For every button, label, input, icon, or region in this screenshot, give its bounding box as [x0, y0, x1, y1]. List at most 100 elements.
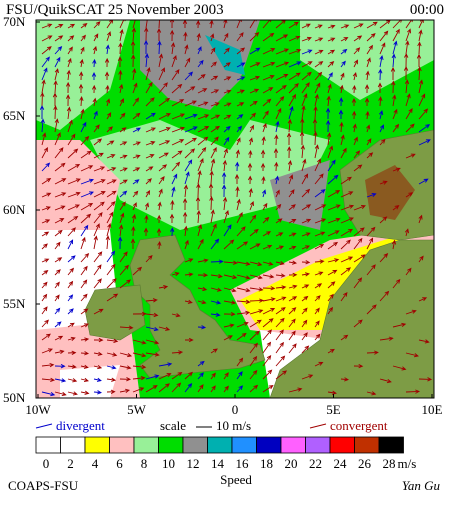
lat-label: 55N: [3, 296, 26, 311]
wind-arrow: [301, 49, 313, 55]
wind-arrow: [222, 159, 227, 172]
lon-label: 0: [232, 402, 239, 417]
wind-arrow: [236, 299, 251, 304]
wind-arrow: [196, 32, 201, 42]
wind-arrow: [196, 20, 201, 29]
wind-arrow: [67, 227, 76, 237]
wind-arrow: [418, 297, 428, 302]
wind-arrow: [93, 223, 100, 237]
wind-arrow: [41, 306, 48, 315]
wind-arrow: [80, 202, 94, 211]
wind-arrow: [404, 52, 409, 68]
wind-arrow: [80, 165, 94, 172]
wind-arrow: [261, 176, 266, 185]
wind-arrow: [327, 190, 341, 198]
wind-arrow: [184, 371, 193, 380]
wind-arrow: [249, 298, 264, 303]
colorbar-box: [256, 436, 282, 454]
wind-arrow: [340, 256, 354, 263]
wind-arrow: [93, 124, 100, 133]
wind-arrow: [353, 150, 361, 159]
wind-arrow: [366, 138, 372, 146]
wind-arrow: [301, 374, 314, 380]
wind-arrow: [104, 71, 110, 81]
wind-arrow: [118, 42, 123, 55]
wind-arrow: [80, 308, 89, 315]
wind-arrow: [353, 254, 366, 263]
wind-arrow: [119, 388, 131, 393]
wind-arrow: [249, 32, 260, 42]
lon-label: 5W: [127, 402, 147, 417]
wind-arrow: [390, 66, 396, 81]
wind-arrow: [93, 201, 105, 211]
wind-arrow: [197, 384, 204, 393]
wind-arrow: [184, 272, 194, 277]
wind-arrow: [119, 154, 128, 159]
wind-arrow: [418, 139, 431, 146]
wind-arrow: [340, 134, 345, 146]
wind-arrow: [158, 113, 171, 120]
wind-arrow: [197, 360, 205, 367]
colorbar-label: 6: [116, 456, 123, 471]
wind-arrow: [41, 281, 48, 289]
wind-arrow: [41, 377, 56, 382]
wind-arrow: [300, 117, 305, 133]
wind-arrow: [184, 137, 198, 146]
colorbar-label: 20: [285, 456, 298, 471]
wind-arrow: [236, 89, 245, 94]
wind-arrow: [106, 352, 118, 357]
wind-arrow: [143, 39, 149, 55]
wind-arrow: [262, 98, 272, 107]
wind-arrow: [197, 158, 204, 172]
legend-scale: scale: [160, 418, 186, 433]
wind-arrow: [67, 391, 78, 396]
wind-arrow: [144, 202, 150, 211]
wind-arrow: [366, 391, 377, 396]
wind-arrow: [236, 261, 251, 266]
wind-arrow: [106, 211, 114, 224]
wind-arrow: [145, 66, 151, 81]
legend-scale-value: 10 m/s: [216, 418, 251, 433]
wind-arrow: [288, 174, 294, 185]
legend-arrow: [309, 423, 327, 429]
wind-arrow: [301, 232, 311, 237]
wind-arrow: [314, 307, 320, 315]
wind-arrow: [275, 355, 286, 367]
colorbar-label: 2: [67, 456, 74, 471]
wind-arrow: [93, 166, 106, 172]
wind-arrow: [249, 47, 261, 55]
wind-arrow: [156, 27, 162, 42]
wind-arrow: [314, 173, 324, 185]
wind-arrow: [209, 195, 214, 211]
wind-arrow: [327, 24, 336, 29]
wind-arrow: [67, 280, 74, 289]
wind-arrow: [327, 174, 339, 185]
wind-arrow: [119, 141, 128, 146]
wind-arrow: [67, 239, 74, 250]
speed-zone: [270, 160, 330, 230]
wind-arrow: [171, 113, 186, 120]
wind-arrow: [145, 189, 151, 198]
terrain: [365, 165, 415, 220]
wind-arrow: [119, 28, 124, 42]
wind-arrow: [418, 255, 424, 263]
wind-arrow: [169, 213, 175, 224]
colorbar-title: Speed: [220, 472, 252, 487]
wind-arrow: [223, 47, 230, 55]
wind-arrow: [405, 123, 415, 133]
wind-arrow: [145, 20, 148, 29]
land: [269, 239, 434, 398]
colorbar-label: 26: [358, 456, 372, 471]
wind-arrow: [41, 293, 48, 302]
wind-arrow: [106, 263, 116, 276]
wind-arrow: [170, 199, 175, 211]
wind-arrow: [221, 171, 227, 185]
wind-arrow: [223, 76, 232, 81]
wind-arrow: [288, 105, 294, 120]
wind-arrow: [145, 312, 159, 318]
wind-arrow: [249, 369, 258, 380]
wind-arrow: [54, 321, 62, 328]
colorbar-label: 10: [162, 456, 175, 471]
wind-arrow: [416, 53, 422, 68]
wind-arrow: [288, 232, 297, 237]
